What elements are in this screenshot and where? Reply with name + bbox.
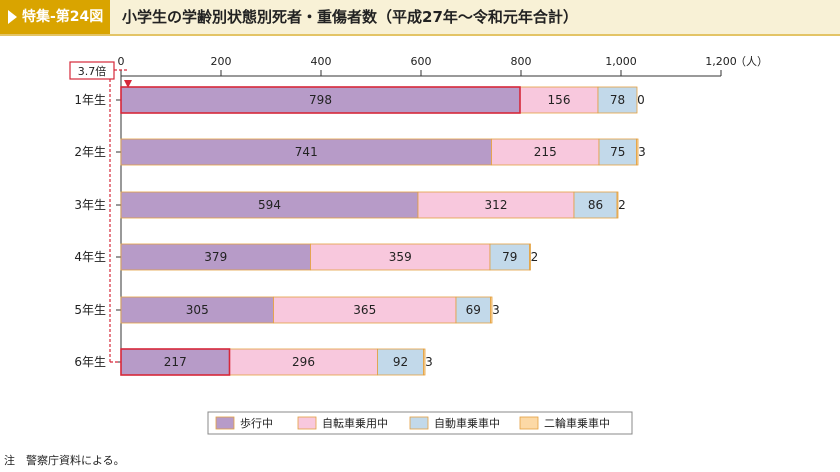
legend-swatch [297,416,317,430]
legend-swatch [409,416,429,430]
bar-segment [519,86,599,114]
data-label: 3 [638,145,646,159]
legend-label: 歩行中 [240,416,273,430]
data-label: 156 [548,93,571,107]
bar-segment [310,243,491,271]
category-label: 4年生 [74,250,106,264]
bar-segment [573,191,618,219]
data-label: 69 [466,303,481,317]
header-bar: 特集-第24図 小学生の学齢別状態別死者・重傷者数（平成27年～令和元年合計） [0,0,840,36]
data-label: 0 [637,93,645,107]
data-label: 78 [610,93,625,107]
bar-segment [455,296,491,324]
bar-segment [489,243,530,271]
data-label: 2 [618,198,626,212]
legend-swatch [519,416,539,430]
data-label: 379 [204,250,227,264]
x-tick-label: 1,000 [605,55,637,68]
highlight-outline [120,86,521,114]
figure-badge: 特集-第24図 [0,0,110,34]
figure-badge-label: 特集-第24図 [22,9,104,25]
data-label: 359 [389,250,412,264]
data-label: 217 [164,355,187,369]
down-arrow-icon [124,80,132,88]
data-label: 312 [485,198,508,212]
data-label: 75 [610,145,625,159]
category-label: 6年生 [74,355,106,369]
bar-segment [636,138,639,166]
category-label: 3年生 [74,198,106,212]
bar-segment [423,348,426,376]
data-label: 3 [492,303,500,317]
bar-segment [120,191,419,219]
triangle-icon [8,10,17,24]
bar-segment [529,243,531,271]
bar-segment [598,138,637,166]
data-label: 305 [186,303,209,317]
legend-swatch [215,416,235,430]
bar-segment [120,138,492,166]
data-label: 2 [531,250,539,264]
bar-segment [616,191,619,219]
category-label: 5年生 [74,303,106,317]
x-tick-label: 600 [411,55,432,68]
data-label: 86 [588,198,603,212]
x-axis-unit: （人） [735,55,768,68]
callout-label: 3.7倍 [78,64,107,78]
bar-segment [491,138,600,166]
legend-label: 自転車乗用中 [322,416,388,430]
x-tick-label: 1,200 [705,55,737,68]
data-label: 79 [502,250,517,264]
data-label: 594 [258,198,281,212]
bar-segment [597,86,638,114]
data-label: 92 [393,355,408,369]
x-tick-label: 0 [118,55,125,68]
data-label: 365 [353,303,376,317]
legend-label: 自動車乗車中 [434,416,500,430]
bar-segment [490,296,493,324]
data-label: 798 [309,93,332,107]
source-note: 注 警察庁資料による。 [4,454,125,467]
data-label: 3 [425,355,433,369]
data-label: 215 [534,145,557,159]
bar-segment [120,296,274,324]
category-label: 2年生 [74,145,106,159]
x-tick-label: 200 [211,55,232,68]
data-label: 296 [292,355,315,369]
data-label: 741 [295,145,318,159]
x-tick-label: 800 [511,55,532,68]
chart-title: 小学生の学齢別状態別死者・重傷者数（平成27年～令和元年合計） [122,8,578,26]
category-label: 1年生 [74,93,106,107]
x-tick-label: 400 [311,55,332,68]
legend-label: 二輪車乗車中 [544,416,610,430]
